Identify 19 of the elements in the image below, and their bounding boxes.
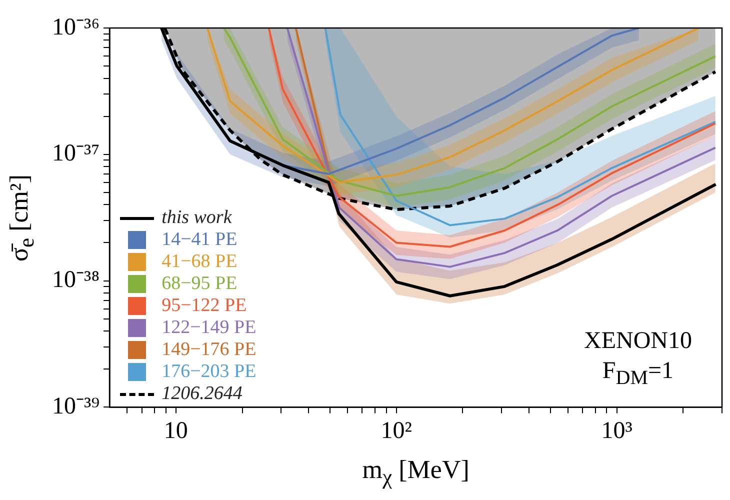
legend-label: 41−68 PE: [162, 251, 238, 274]
annotation: F$_{DM}$=1: [601, 357, 675, 391]
legend-label: 14−41 PE: [162, 229, 238, 252]
x-axis-title: m$_{χ}$ [MeV]: [362, 455, 470, 490]
y-tick-label: 10⁻³⁶: [52, 14, 100, 40]
legend-label: 95−122 PE: [162, 295, 247, 318]
y-tick-label: 10⁻³⁷: [52, 140, 100, 167]
x-tick-label: 10³: [601, 418, 632, 444]
legend-label: 176−203 PE: [162, 361, 256, 384]
legend-label: this work: [162, 207, 232, 230]
y-tick-label: 10⁻³⁸: [52, 267, 100, 294]
legend-label: 1206.2644: [162, 383, 242, 406]
legend-label: 122−149 PE: [162, 317, 256, 340]
x-tick-label: 10: [164, 418, 188, 444]
annotation: XENON10: [584, 327, 692, 356]
y-tick-label: 10⁻³⁹: [52, 393, 100, 420]
x-tick-label: 10²: [380, 418, 412, 444]
legend-label: 68−95 PE: [162, 273, 238, 296]
legend-label: 149−176 PE: [162, 339, 256, 362]
